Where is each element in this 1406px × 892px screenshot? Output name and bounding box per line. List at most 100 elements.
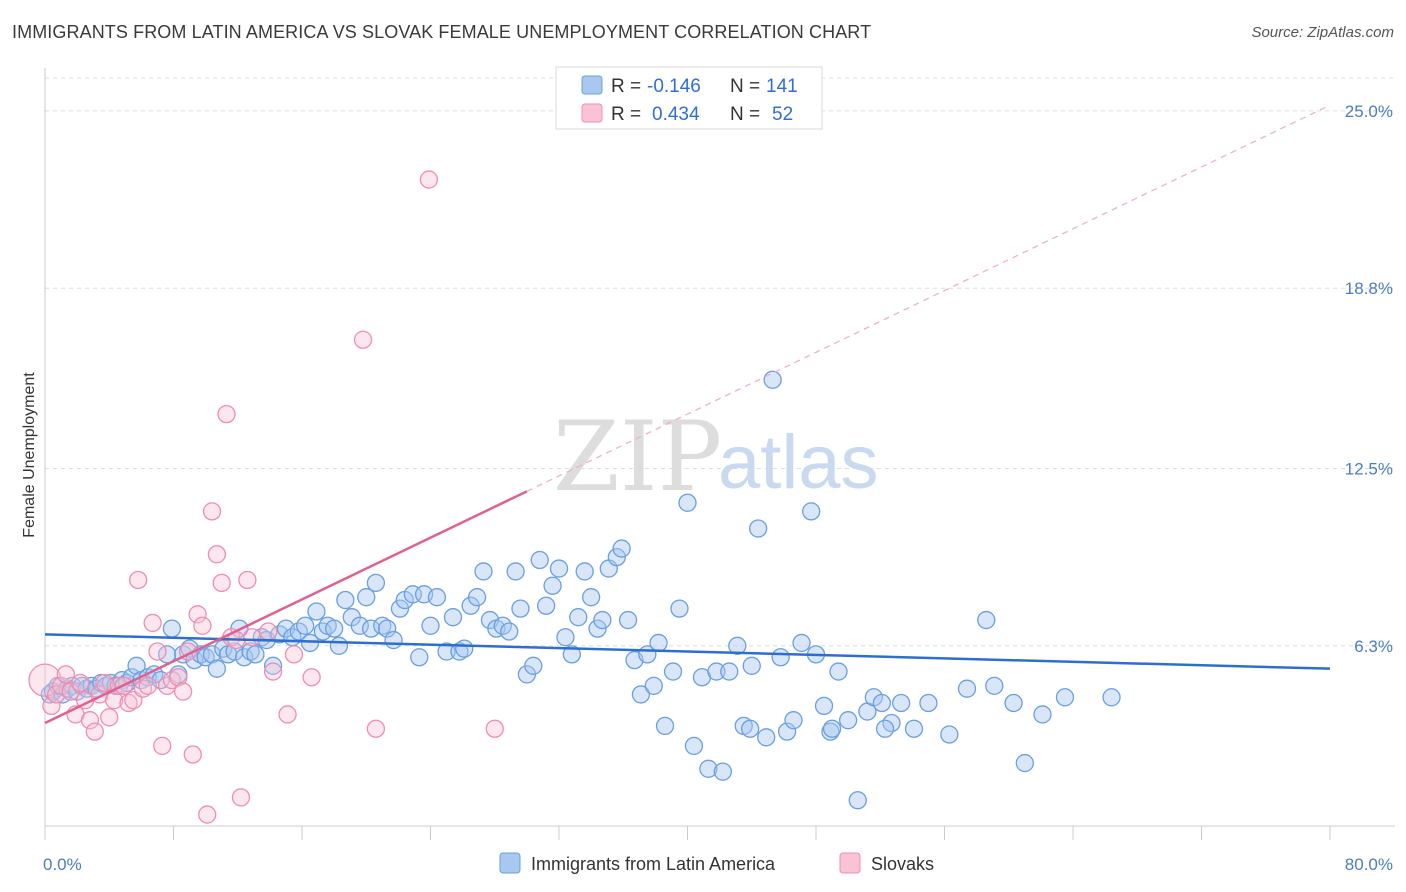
point-immigrants bbox=[728, 636, 747, 655]
x-tick-label-max: 80.0% bbox=[1345, 855, 1393, 874]
y-tick-labels: 6.3% 12.5% 18.8% 25.0% bbox=[1345, 102, 1393, 656]
point-immigrants bbox=[329, 636, 349, 655]
point-slovaks bbox=[302, 668, 321, 687]
point-immigrants bbox=[792, 633, 811, 653]
point-immigrants bbox=[324, 619, 344, 638]
point-immigrants bbox=[663, 662, 683, 681]
point-slovaks bbox=[238, 570, 257, 590]
point-immigrants bbox=[357, 588, 376, 607]
point-immigrants bbox=[588, 619, 607, 638]
point-immigrants bbox=[511, 599, 530, 618]
point-immigrants bbox=[225, 642, 244, 661]
x-tick-labels: 0.0% 80.0% bbox=[43, 855, 1393, 874]
point-slovaks bbox=[119, 693, 138, 713]
point-immigrants bbox=[543, 576, 562, 595]
legend-swatch-pink bbox=[581, 103, 603, 123]
point-slovaks bbox=[207, 545, 227, 564]
point-slovaks bbox=[193, 616, 212, 635]
point-slovaks bbox=[129, 570, 148, 590]
trend-lines bbox=[44, 104, 1331, 725]
point-immigrants bbox=[631, 685, 651, 704]
trend-line-slovaks-extension bbox=[526, 104, 1331, 492]
point-immigrants bbox=[373, 616, 392, 635]
point-immigrants bbox=[713, 762, 732, 781]
point-immigrants bbox=[644, 676, 663, 695]
point-slovaks bbox=[259, 622, 278, 641]
watermark-atlas: atlas bbox=[718, 420, 879, 505]
point-immigrants bbox=[450, 642, 469, 661]
point-immigrants bbox=[814, 696, 834, 716]
point-immigrants bbox=[838, 711, 858, 730]
point-immigrants bbox=[1102, 688, 1121, 707]
legend-swatch-blue bbox=[581, 75, 603, 95]
watermark: ZIP atlas bbox=[553, 401, 879, 513]
point-immigrants bbox=[336, 590, 355, 610]
point-immigrants bbox=[940, 725, 959, 744]
point-slovaks bbox=[104, 690, 124, 710]
point-immigrants bbox=[207, 659, 227, 678]
point-slovaks bbox=[71, 673, 90, 693]
legend-r-value-1: -0.146 bbox=[647, 76, 701, 97]
point-slovaks bbox=[243, 628, 262, 647]
source-label: Source: ZipAtlas.com bbox=[1251, 24, 1394, 41]
point-slovaks bbox=[51, 676, 71, 695]
point-immigrants bbox=[72, 676, 92, 695]
point-immigrants bbox=[455, 639, 474, 658]
point-immigrants bbox=[757, 728, 776, 747]
point-immigrants bbox=[390, 599, 410, 618]
point-immigrants bbox=[720, 662, 739, 681]
point-slovaks bbox=[485, 719, 504, 738]
point-immigrants bbox=[307, 602, 326, 621]
point-slovaks bbox=[56, 665, 76, 684]
legend-n-value-2: 52 bbox=[772, 104, 793, 125]
point-slovaks bbox=[231, 788, 251, 807]
point-immigrants bbox=[162, 619, 182, 638]
axes bbox=[44, 68, 1395, 840]
point-immigrants bbox=[749, 519, 768, 538]
point-immigrants bbox=[474, 562, 493, 581]
point-immigrants bbox=[263, 656, 283, 675]
point-immigrants bbox=[678, 493, 697, 512]
point-immigrants bbox=[829, 662, 848, 681]
legend-r-label-2: R = bbox=[611, 104, 641, 125]
point-slovaks bbox=[169, 668, 188, 687]
point-immigrants bbox=[649, 633, 668, 653]
point-immigrants bbox=[848, 791, 867, 810]
series-slovaks-points bbox=[28, 170, 504, 824]
bottom-legend-swatch-pink bbox=[839, 852, 861, 874]
point-immigrants bbox=[377, 619, 397, 638]
point-immigrants bbox=[875, 719, 895, 738]
point-immigrants bbox=[699, 759, 718, 778]
point-immigrants bbox=[246, 645, 265, 664]
point-slovaks bbox=[143, 613, 162, 633]
bottom-legend-immigrants: Immigrants from Latin America bbox=[531, 854, 776, 874]
point-slovaks bbox=[153, 736, 172, 756]
y-tick-label: 18.8% bbox=[1345, 279, 1393, 298]
point-slovaks bbox=[353, 330, 373, 349]
point-immigrants bbox=[524, 656, 543, 675]
point-immigrants bbox=[822, 719, 842, 738]
point-slovaks bbox=[198, 805, 217, 824]
point-immigrants bbox=[421, 616, 440, 635]
point-immigrants bbox=[740, 719, 760, 738]
point-immigrants bbox=[366, 573, 386, 593]
point-immigrants bbox=[506, 562, 525, 581]
point-immigrants bbox=[655, 716, 675, 736]
legend-n-label-2: N = bbox=[730, 104, 760, 125]
point-immigrants bbox=[618, 610, 638, 630]
point-immigrants bbox=[670, 599, 689, 618]
point-immigrants bbox=[821, 722, 840, 741]
point-slovaks bbox=[173, 682, 193, 701]
point-immigrants bbox=[384, 630, 403, 650]
point-slovaks bbox=[95, 673, 114, 693]
point-slovaks bbox=[42, 696, 61, 716]
point-immigrants bbox=[313, 622, 333, 641]
point-slovaks bbox=[47, 685, 66, 704]
point-slovaks bbox=[284, 645, 304, 664]
point-immigrants bbox=[427, 588, 447, 607]
trend-line-immigrants bbox=[44, 633, 1331, 670]
point-immigrants bbox=[904, 719, 924, 738]
point-immigrants bbox=[575, 562, 594, 581]
grid-lines bbox=[45, 77, 1395, 647]
